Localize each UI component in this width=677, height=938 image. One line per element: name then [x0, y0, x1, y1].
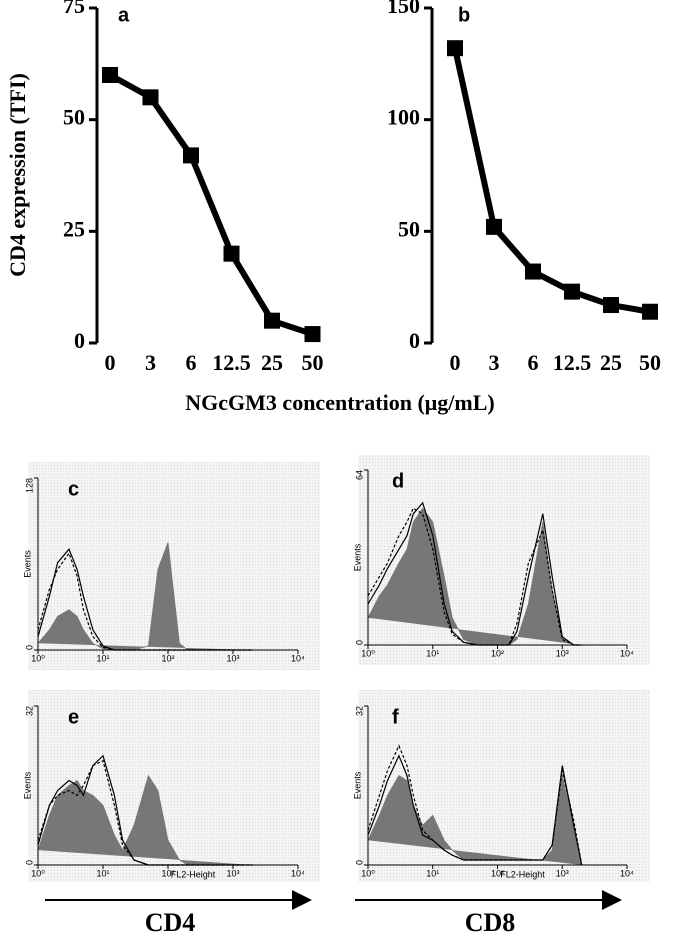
x-axis-title: NGcGM3 concentration (μg/mL): [185, 390, 494, 415]
panel-letter: e: [68, 706, 79, 728]
x-tick-label: 0: [450, 350, 461, 375]
y-tick-label: 32: [24, 706, 34, 716]
arrow-label: CD4: [145, 908, 196, 937]
y-tick-label: 64: [354, 470, 364, 480]
y-tick-label: 50: [398, 216, 420, 241]
y-tick-label: 128: [24, 478, 34, 493]
x-tick-label: 10¹: [96, 653, 109, 663]
panel-letter: d: [392, 470, 404, 492]
panel-letter: b: [458, 4, 470, 26]
x-tick-label: 10⁰: [361, 868, 375, 878]
x-tick-label: 12.5: [553, 350, 592, 375]
y-tick-label: 0: [24, 645, 34, 650]
x-axis-title: FL2-Height: [171, 869, 216, 879]
x-axis-title: FL2-Height: [500, 869, 545, 879]
y-axis-title: Events: [352, 771, 362, 799]
y-tick-label: 0: [74, 328, 85, 353]
data-point: [642, 303, 658, 320]
y-tick-label: 0: [354, 860, 364, 865]
data-point: [264, 312, 280, 329]
x-tick-label: 6: [186, 350, 197, 375]
x-tick-label: 10¹: [426, 868, 439, 878]
y-tick-label: 100: [387, 105, 420, 130]
x-tick-label: 3: [489, 350, 500, 375]
data-point: [223, 245, 240, 262]
x-tick-label: 25: [261, 350, 283, 375]
x-tick-label: 50: [302, 350, 324, 375]
histogram-fill: [367, 507, 582, 646]
histogram-outline: [367, 744, 583, 866]
x-tick-label: 10¹: [96, 868, 109, 878]
y-axis-title: Events: [352, 543, 362, 571]
data-line: [452, 47, 651, 315]
x-tick-label: 50: [639, 350, 661, 375]
x-tick-label: 10⁴: [620, 868, 634, 878]
y-tick-label: 50: [63, 105, 85, 130]
y-tick-label: 25: [63, 216, 85, 241]
x-tick-label: 10⁴: [291, 868, 305, 878]
data-line: [108, 72, 314, 337]
x-tick-label: 12.5: [212, 350, 251, 375]
data-point: [564, 283, 580, 300]
x-tick-label: 3: [145, 350, 156, 375]
x-tick-label: 10³: [556, 648, 569, 658]
x-tick-label: 10⁴: [291, 653, 305, 663]
x-tick-label: 10²: [491, 648, 504, 658]
x-tick-label: 10⁴: [620, 648, 634, 658]
data-point: [486, 218, 502, 235]
x-tick-label: 10³: [556, 868, 569, 878]
x-tick-label: 0: [105, 350, 116, 375]
x-tick-label: 10²: [161, 868, 174, 878]
x-tick-label: 6: [528, 350, 539, 375]
y-tick-label: 75: [63, 0, 85, 18]
y-tick-label: 0: [24, 860, 34, 865]
y-axis-title: CD4 expression (TFI): [5, 73, 30, 277]
y-tick-label: 0: [409, 328, 420, 353]
data-point: [304, 326, 321, 343]
data-point: [102, 67, 118, 83]
data-point: [447, 40, 463, 57]
histogram-outline: [367, 507, 582, 646]
x-tick-label: 10²: [491, 868, 504, 878]
y-axis-title: Events: [22, 771, 32, 799]
x-tick-label: 10⁰: [31, 868, 45, 878]
data-point: [142, 89, 159, 106]
y-tick-label: 150: [387, 0, 420, 18]
x-tick-label: 10⁰: [361, 648, 375, 658]
panel-letter: c: [68, 478, 79, 500]
x-tick-label: 10⁰: [31, 653, 45, 663]
y-axis-title: Events: [22, 550, 32, 578]
x-tick-label: 25: [600, 350, 622, 375]
panel-letter: f: [392, 706, 399, 728]
arrow-label: CD8: [465, 908, 516, 937]
x-tick-label: 10³: [226, 653, 239, 663]
x-tick-label: 10³: [226, 868, 239, 878]
data-point: [525, 263, 541, 280]
data-point: [183, 147, 199, 164]
x-tick-label: 10²: [161, 653, 174, 663]
data-point: [603, 297, 619, 314]
x-tick-label: 10¹: [426, 648, 439, 658]
y-tick-label: 32: [354, 706, 364, 716]
panel-letter: a: [118, 4, 130, 26]
y-tick-label: 0: [354, 640, 364, 645]
